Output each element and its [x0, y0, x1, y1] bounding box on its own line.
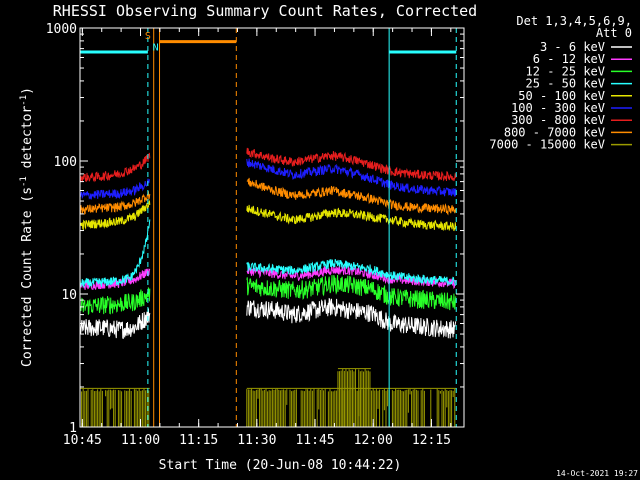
axes: 1 10 100 1000 10:45 11:00 11:15 11:30 11:45 12:00…	[46, 22, 464, 448]
series-line-800-7000keV-seg-1	[246, 177, 457, 216]
y-tick-label: 10	[61, 288, 77, 303]
y-tick-label: 1	[69, 421, 77, 436]
legend-entry-label: 50 - 100 keV	[518, 89, 605, 103]
series-line-100-300keV-seg-1	[246, 158, 457, 197]
series-line-300-800keV-seg-0	[79, 152, 151, 183]
x-tick-label: 12:15	[412, 433, 451, 448]
series-line-50-100keV-seg-1	[246, 204, 457, 232]
series-line-3-6keV-seg-0	[79, 308, 151, 340]
series-line-25-50keV-seg-0	[79, 219, 151, 288]
series-line-300-800keV-seg-1	[246, 147, 457, 182]
event-marker-n: N	[153, 42, 159, 53]
series-line-100-300keV-seg-0	[79, 178, 150, 200]
y-axis-label-end: )	[20, 87, 35, 95]
legend-header-line-2: Att 0	[596, 26, 632, 40]
x-tick-label: 11:45	[295, 433, 334, 448]
legend-entry-label: 6 - 12 keV	[533, 52, 605, 66]
event-marker-s: S	[145, 31, 151, 42]
y-axis-label: Corrected Count Rate (s-1 detector-1)	[19, 87, 35, 367]
plot-area: SN	[79, 28, 457, 427]
series-line-800-7000keV-seg-0	[79, 191, 151, 215]
y-axis-label-sup2: -1	[19, 95, 29, 106]
legend-entry-label: 25 - 50 keV	[526, 77, 605, 91]
x-tick-label: 11:15	[179, 433, 218, 448]
x-tick-label: 11:30	[237, 433, 276, 448]
y-axis-label-main: Corrected Count Rate (s	[20, 187, 35, 367]
series-line-50-100keV-seg-0	[79, 200, 151, 231]
x-axis-label: Start Time (20-Jun-08 10:44:22)	[159, 458, 402, 473]
x-tick-label: 11:00	[121, 433, 160, 448]
y-tick-label: 100	[54, 155, 77, 170]
x-tick-label: 10:45	[63, 433, 102, 448]
plot-frame	[79, 27, 465, 428]
legend-header-line-1: Det 1,3,4,5,6,9,	[516, 14, 632, 28]
olive-fill-0	[79, 387, 150, 427]
y-axis-label-mid: detector	[20, 106, 35, 177]
series-line-25-50keV-seg-1	[246, 259, 456, 286]
y-axis-label-sup1: -1	[19, 176, 29, 187]
olive-fill-2	[337, 368, 371, 427]
legend-entry-label: 100 - 300 keV	[511, 101, 605, 115]
x-tick-label: 12:00	[354, 433, 393, 448]
y-tick-label: 1000	[46, 22, 77, 37]
chart-title: RHESSI Observing Summary Count Rates, Co…	[53, 2, 477, 20]
legend-entry-label: 300 - 800 keV	[511, 113, 605, 127]
olive-fill-1	[246, 387, 457, 427]
series-line-12-25keV-seg-0	[79, 287, 151, 315]
date-stamp: 14-Oct-2021 19:27	[556, 469, 638, 478]
legend-entry-label: 3 - 6 keV	[540, 40, 605, 54]
legend-entry-label: 7000 - 15000 keV	[489, 138, 605, 152]
series-line-12-25keV-seg-1	[246, 274, 457, 311]
series-line-3-6keV-seg-1	[246, 297, 457, 339]
series-line-6-12keV-seg-0	[79, 268, 151, 290]
legend-entry-label: 12 - 25 keV	[526, 64, 605, 78]
legend-entry-label: 800 - 7000 keV	[504, 125, 605, 139]
